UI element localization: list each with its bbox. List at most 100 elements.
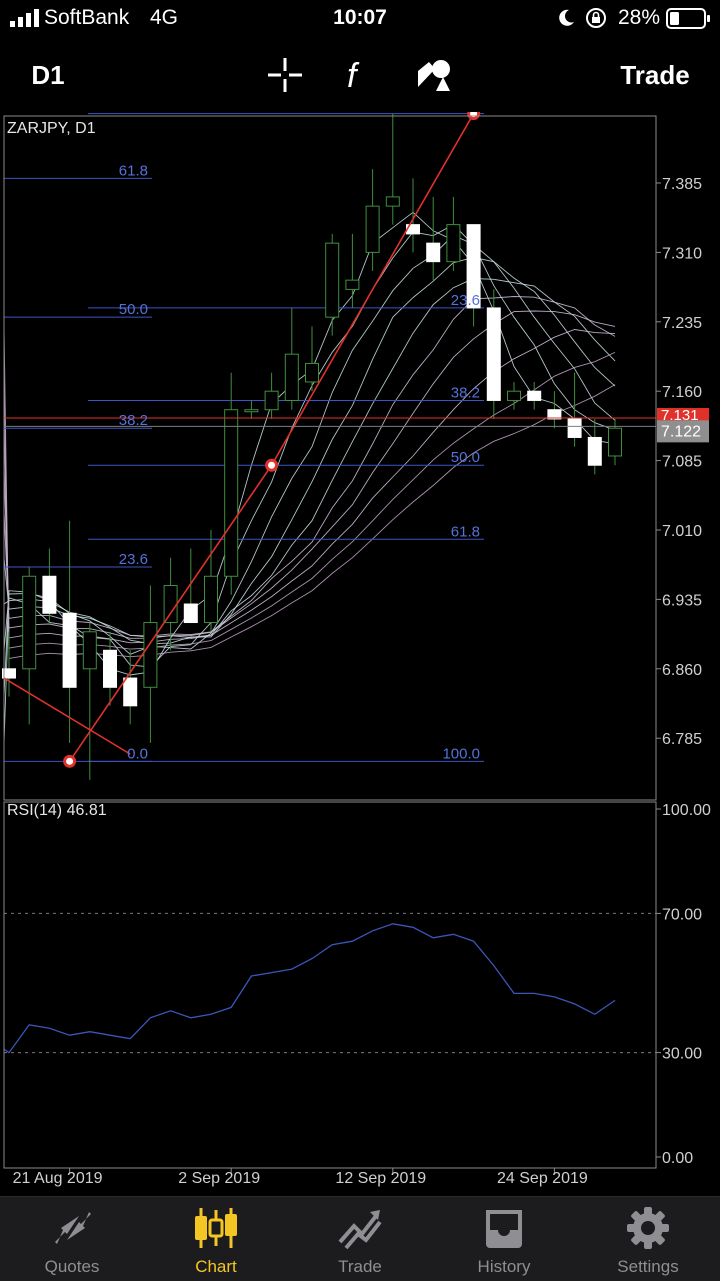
candle-body — [365, 205, 380, 253]
svg-text:f: f — [347, 57, 360, 95]
candle — [527, 381, 542, 410]
candle — [2, 631, 16, 697]
bid-price-tag — [657, 420, 709, 443]
candle-body — [82, 631, 97, 670]
candle — [345, 233, 360, 308]
candle — [325, 233, 340, 336]
candle-body — [22, 575, 37, 670]
candle — [284, 307, 299, 410]
candle — [567, 372, 582, 447]
bid-price-label: 7.122 — [661, 423, 701, 440]
candle-body — [547, 409, 562, 420]
rsi-axis-label: 70.00 — [662, 906, 702, 923]
chart-labels: 7.385 7.310 7.235 7.160 7.085 7.010 6.935 6.860… — [7, 98, 711, 1187]
fib-level-label: 100.0 — [442, 745, 480, 762]
tab-bar: Quotes Chart Trade — [0, 1196, 720, 1281]
trade-button[interactable]: Trade — [620, 59, 690, 90]
fib-level-label: 23.6 — [119, 551, 148, 568]
chart-area[interactable]: 7.385 7.310 7.235 7.160 7.085 7.010 6.935 6.860… — [0, 98, 720, 1196]
tab-trade-label: Trade — [338, 1257, 382, 1276]
tab-history-label: History — [477, 1257, 531, 1276]
date-axis-label: 24 Sep 2019 — [497, 1170, 588, 1187]
rsi-label: RSI(14) 46.81 — [7, 802, 107, 819]
candle-body — [123, 677, 138, 707]
candle-body — [608, 427, 622, 457]
price-axis-label: 7.235 — [662, 315, 702, 332]
candle — [446, 196, 461, 271]
candle — [62, 520, 77, 743]
battery-percent: 28% — [618, 6, 661, 29]
fib-level-label: 38.2 — [119, 412, 148, 429]
candle — [244, 400, 259, 419]
candle — [547, 391, 562, 429]
tab-settings-label: Settings — [617, 1257, 679, 1276]
price-axis-label: 7.010 — [662, 523, 702, 540]
quotes-icon — [55, 1212, 91, 1244]
crosshair-icon — [268, 58, 302, 92]
chart-icon — [195, 1208, 237, 1248]
date-axis-label: 2 Sep 2019 — [178, 1170, 260, 1187]
candle-body — [284, 353, 299, 401]
moving-average-line — [3, 257, 616, 645]
crosshair-button[interactable] — [262, 38, 308, 112]
candle-body — [345, 279, 360, 290]
trendline-secondary — [3, 677, 131, 755]
candle — [224, 372, 239, 595]
tab-chart-label: Chart — [195, 1257, 237, 1276]
candle-body — [143, 622, 158, 688]
fib-level-label: 0.0 — [127, 745, 148, 762]
objects-button[interactable] — [412, 38, 458, 112]
moving-average-line — [3, 278, 616, 638]
symbol-label: ZARJPY, D1 — [7, 120, 96, 137]
fib-level-label: 23.6 — [451, 292, 480, 309]
fib-level-label: 38.2 — [451, 384, 480, 401]
candle-body — [325, 242, 340, 318]
indicators-button[interactable]: f — [338, 38, 378, 112]
price-axis-label: 7.310 — [662, 245, 702, 262]
tab-settings[interactable]: Settings — [576, 1197, 720, 1281]
candle — [143, 585, 158, 743]
candle-body — [163, 585, 178, 624]
price-chart[interactable]: 7.385 7.310 7.235 7.160 7.085 7.010 6.935 6.860… — [0, 98, 720, 1196]
rsi-panel-border — [3, 801, 657, 1169]
price-axis-label: 6.860 — [662, 662, 702, 679]
ask-price-tag — [657, 408, 709, 423]
candle — [385, 113, 400, 225]
trendlines — [3, 107, 481, 768]
candle-body — [183, 603, 198, 624]
candle — [22, 567, 37, 725]
candle-body — [446, 224, 461, 263]
moving-average-line — [3, 234, 616, 655]
carrier-label: SoftBank — [44, 6, 130, 29]
candle — [204, 529, 218, 632]
tab-trade[interactable]: Trade — [288, 1197, 432, 1281]
price-axis-label: 7.085 — [662, 454, 702, 471]
candle-body — [567, 418, 582, 438]
rotation-lock-icon — [586, 8, 606, 28]
rsi-axis-label: 100.00 — [662, 802, 711, 819]
tab-quotes[interactable]: Quotes — [0, 1197, 144, 1281]
candle — [486, 289, 501, 419]
function-icon: f — [347, 57, 360, 95]
candle-body — [224, 409, 239, 577]
candle — [587, 418, 602, 475]
trade-icon — [338, 1210, 382, 1250]
candle — [264, 372, 279, 419]
timeframe-button[interactable]: D1 — [31, 59, 65, 90]
status-bar: SoftBank 4G 10:07 28% — [0, 0, 720, 38]
candle-body — [385, 196, 400, 207]
candle-body — [62, 612, 77, 688]
ask-price-label: 7.131 — [661, 407, 699, 424]
tab-quotes-label: Quotes — [44, 1257, 100, 1276]
tab-chart[interactable]: Chart — [144, 1197, 288, 1281]
tab-history[interactable]: History — [432, 1197, 576, 1281]
trendline-anchor — [265, 458, 279, 472]
candle-body — [486, 307, 501, 401]
fib-level-label: 61.8 — [451, 523, 480, 540]
candle — [42, 548, 57, 623]
candle — [123, 650, 138, 725]
candle — [305, 326, 319, 392]
candle-body — [587, 436, 602, 466]
objects-icon — [418, 60, 450, 91]
history-icon — [486, 1210, 522, 1248]
